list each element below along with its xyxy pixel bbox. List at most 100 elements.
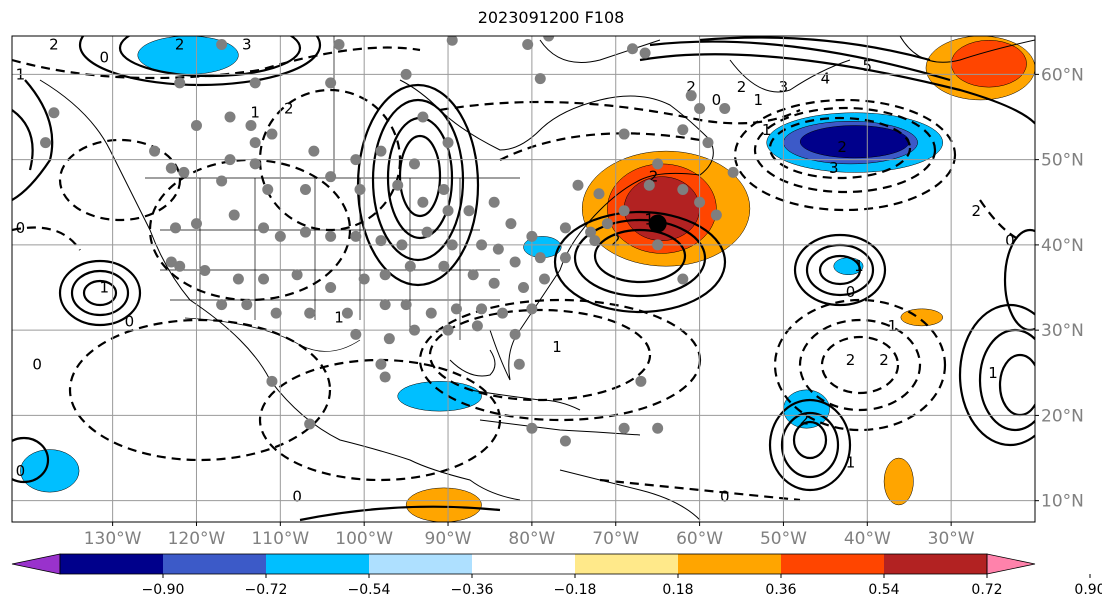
contour-label: 4 — [821, 70, 831, 88]
shaded-region-greenland-high-core — [950, 40, 1027, 88]
colorbar-tick-label: 0.18 — [662, 582, 693, 598]
axis-ticks: 130°W 120°W 110°W 100°W 90°W 80°W 70°W 60°W 50°W… — [84, 65, 1084, 549]
station-dot — [627, 43, 639, 55]
colorbar-tick-label: −0.54 — [348, 582, 391, 598]
contour-label: 1 — [552, 338, 562, 356]
station-dot — [526, 230, 538, 242]
station-dot — [463, 205, 475, 217]
contour-label: 1 — [988, 364, 998, 382]
station-dot — [408, 158, 420, 170]
station-dot — [266, 128, 278, 140]
colorbar-segment — [369, 554, 472, 574]
station-dots — [40, 36, 739, 447]
station-dot — [677, 273, 689, 285]
lon-tick-label: 120°W — [168, 529, 226, 549]
contour-label: 3 — [829, 159, 839, 177]
station-dot — [392, 179, 404, 191]
station-dot — [383, 333, 395, 345]
station-dot — [350, 328, 362, 340]
station-dot — [488, 196, 500, 208]
station-dot — [325, 282, 337, 294]
station-dot — [262, 183, 274, 195]
station-dot — [513, 358, 525, 370]
contour-label: 2 — [972, 202, 982, 220]
station-dot — [526, 303, 538, 315]
contour-label: 0 — [32, 355, 42, 373]
station-dot — [174, 260, 186, 272]
contour-label: 2 — [49, 36, 59, 54]
station-dot — [408, 324, 420, 336]
station-dot — [304, 418, 316, 430]
colorbar-tick-label: −0.72 — [245, 582, 288, 598]
station-dot — [601, 218, 613, 230]
lat-tick-label: 30°N — [1041, 321, 1084, 341]
shaded-region-atlantic-high-small — [900, 308, 944, 327]
lon-tick-label: 60°W — [676, 529, 723, 549]
station-dot — [543, 36, 555, 42]
station-dot — [467, 269, 479, 281]
map-background — [12, 36, 1035, 522]
station-dot — [585, 226, 597, 238]
station-dot — [216, 299, 228, 311]
station-dot — [341, 307, 353, 319]
station-dot — [241, 299, 253, 311]
station-dot — [446, 239, 458, 251]
lat-tick-label: 10°N — [1041, 492, 1084, 512]
station-dot — [446, 36, 458, 46]
station-dot — [438, 183, 450, 195]
contour-label: 1 — [334, 308, 344, 326]
shaded-region-subtropical-high — [883, 457, 914, 506]
colorbar-tick-label: −0.36 — [451, 582, 494, 598]
contour-label: 2 — [175, 36, 185, 54]
station-dot — [710, 209, 722, 221]
colorbar-tick-label: 0.90 — [1074, 582, 1102, 598]
contour-label: 1 — [250, 104, 260, 122]
contour-label: 0 — [1005, 232, 1015, 250]
lon-tick-label: 40°W — [844, 529, 891, 549]
station-dot — [425, 307, 437, 319]
station-dot — [258, 222, 270, 234]
station-dot — [534, 73, 546, 85]
colorbar-segment — [884, 554, 987, 574]
station-dot — [639, 47, 651, 59]
station-dot — [618, 205, 630, 217]
station-dot — [228, 209, 240, 221]
contour-label: 2 — [649, 168, 659, 186]
station-dot — [379, 269, 391, 281]
lat-tick-label: 60°N — [1041, 65, 1084, 85]
station-dot — [249, 77, 261, 89]
station-dot — [190, 218, 202, 230]
coastlines — [39, 36, 1035, 521]
station-dot — [505, 218, 517, 230]
station-dot — [643, 179, 655, 191]
colorbar-segment — [60, 554, 163, 574]
contour-label: 0 — [292, 487, 302, 505]
colorbar-tick-label: −0.90 — [142, 582, 185, 598]
colorbar-segment — [781, 554, 884, 574]
colorbar: −0.90 −0.72 −0.54 −0.36 −0.18 0.18 0.36 0.54 0.7… — [11, 553, 1102, 598]
contour-label: 1 — [645, 210, 655, 228]
station-dot — [438, 260, 450, 272]
station-dot — [450, 303, 462, 315]
station-dot — [476, 303, 488, 315]
contour-label: 0 — [99, 48, 109, 66]
station-dot — [375, 145, 387, 157]
colorbar-segment — [163, 554, 266, 574]
station-dot — [190, 120, 202, 132]
station-dot — [266, 375, 278, 387]
map-frame — [11, 35, 1036, 523]
colorbar-tick-label: 0.72 — [971, 582, 1002, 598]
station-dot — [165, 256, 177, 268]
contour-label: 2 — [837, 138, 847, 156]
station-dot — [216, 39, 228, 51]
contour-label: 0 — [125, 313, 135, 331]
station-dot — [178, 166, 190, 178]
station-dot — [492, 243, 504, 255]
station-dot — [325, 230, 337, 242]
contour-label: 0 — [16, 462, 26, 480]
station-dot — [258, 273, 270, 285]
station-dot — [245, 120, 257, 132]
station-dot — [417, 196, 429, 208]
contour-label: 2 — [737, 78, 747, 96]
